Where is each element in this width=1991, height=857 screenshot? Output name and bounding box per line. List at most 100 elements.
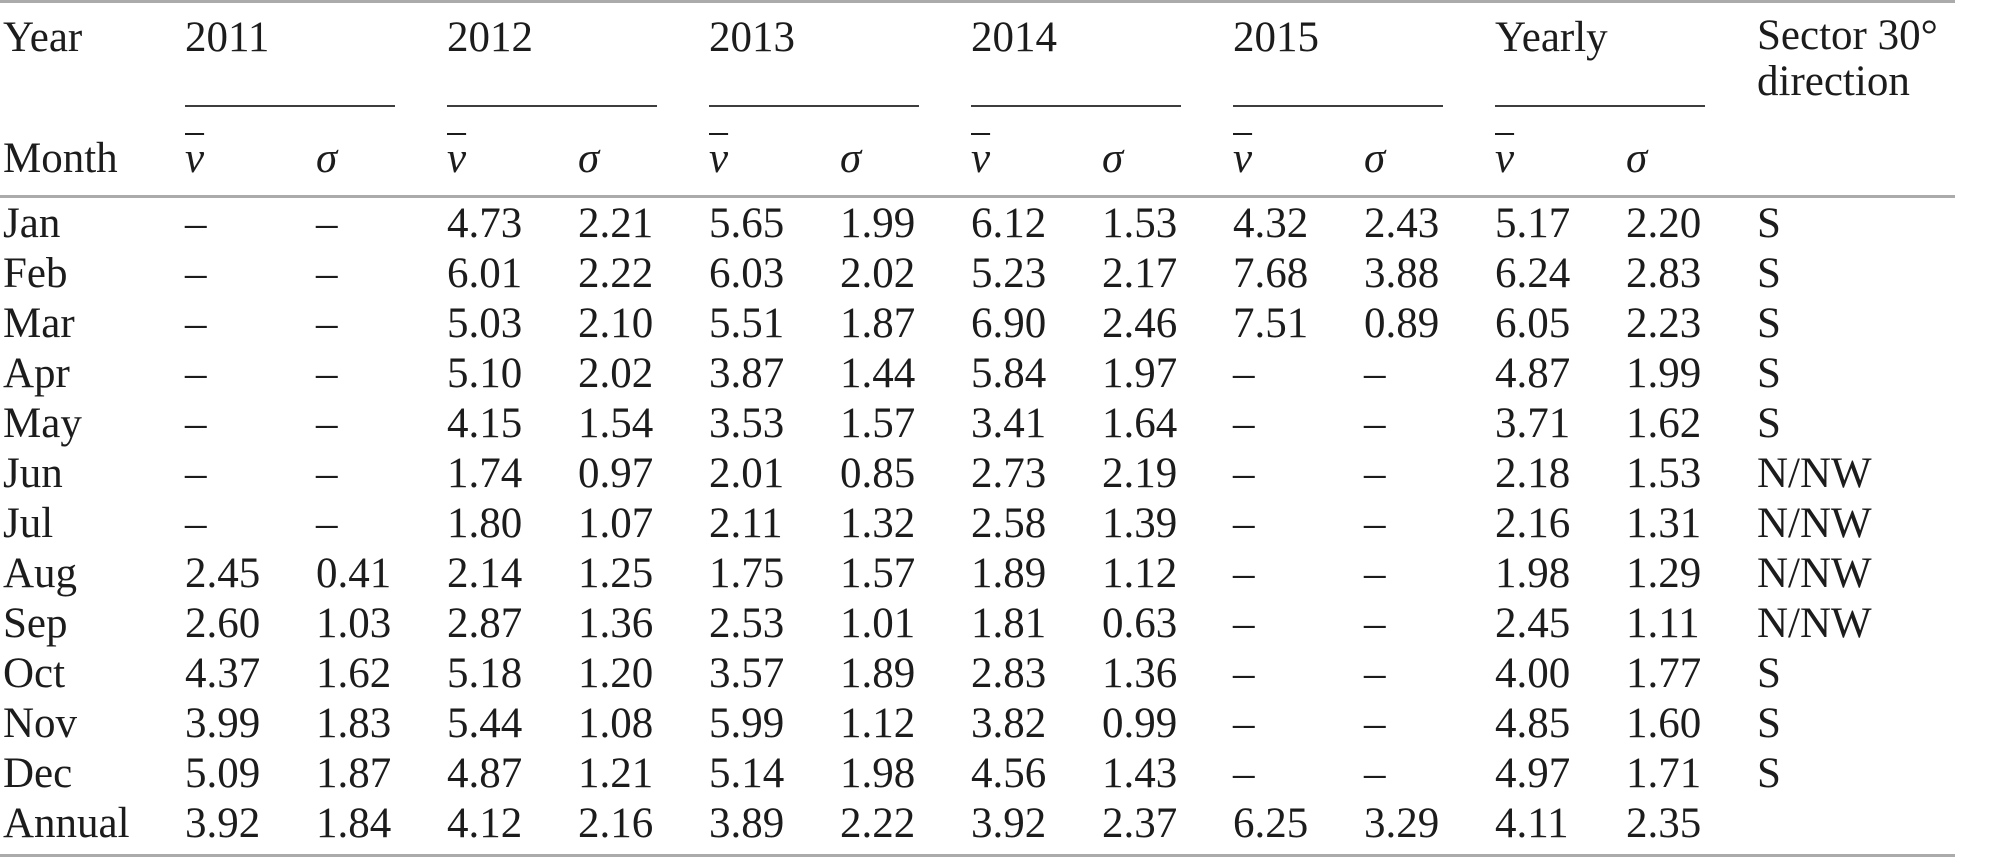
value-cell: 6.12 — [971, 199, 1047, 247]
value-cell: 2.19 — [1102, 449, 1178, 497]
value-cell: 5.44 — [447, 699, 523, 747]
value-cell: 1.08 — [578, 699, 654, 747]
value-cell: – — [1233, 399, 1255, 447]
table-row-jan: Jan – – 4.73 2.21 5.65 1.99 6.12 1.53 4.… — [0, 197, 1955, 249]
value-cell: – — [1233, 599, 1255, 647]
value-cell: 1.83 — [316, 699, 392, 747]
value-cell: 2.45 — [1495, 599, 1571, 647]
value-cell: 3.87 — [709, 349, 785, 397]
value-cell: 6.25 — [1233, 798, 1364, 857]
value-cell: 5.03 — [447, 299, 523, 347]
value-cell: 1.81 — [971, 599, 1047, 647]
std-dev-symbol-2012: σ — [578, 113, 709, 198]
value-cell: 2.43 — [1364, 199, 1440, 247]
value-cell: 1.71 — [1626, 749, 1702, 797]
value-cell: 7.68 — [1233, 249, 1309, 297]
month-cell: Mar — [3, 299, 75, 347]
table-row-jul: Jul – – 1.80 1.07 2.11 1.32 2.58 1.39 – … — [0, 498, 1955, 548]
value-cell: 1.89 — [840, 649, 916, 697]
value-cell: 1.25 — [578, 549, 654, 597]
value-cell: 1.31 — [1626, 499, 1702, 547]
sigma-symbol: σ — [316, 135, 338, 182]
year-label-2014: 2014 — [971, 14, 1057, 61]
value-cell: 1.11 — [1626, 599, 1700, 647]
value-cell: – — [1364, 399, 1386, 447]
mean-speed-symbol-2015: v — [1233, 113, 1364, 198]
value-cell: 5.84 — [971, 349, 1047, 397]
sector-cell: N/NW — [1757, 599, 1872, 647]
value-cell: – — [1364, 549, 1386, 597]
sector-cell: S — [1757, 349, 1781, 397]
value-cell: 1.54 — [578, 399, 654, 447]
sector-direction-header: Sector 30° direction — [1757, 1, 1955, 198]
sector-cell: S — [1757, 299, 1781, 347]
month-cell: Aug — [3, 549, 78, 597]
value-cell: – — [316, 199, 338, 247]
month-cell: Sep — [3, 599, 68, 647]
table-row-annual: Annual 3.92 1.84 4.12 2.16 3.89 2.22 3.9… — [0, 798, 1955, 857]
month-cell: Feb — [3, 249, 68, 297]
value-cell: – — [316, 349, 338, 397]
value-cell: 2.16 — [578, 798, 709, 857]
table-row-feb: Feb – – 6.01 2.22 6.03 2.02 5.23 2.17 7.… — [0, 248, 1955, 298]
std-dev-symbol-yearly: σ — [1626, 113, 1757, 198]
value-cell: 1.87 — [316, 749, 392, 797]
value-cell: – — [1233, 549, 1255, 597]
value-cell: 1.75 — [709, 549, 785, 597]
value-cell: 5.65 — [709, 199, 785, 247]
value-cell: 1.44 — [840, 349, 916, 397]
std-dev-symbol-2011: σ — [316, 113, 447, 198]
value-cell: 1.87 — [840, 299, 916, 347]
table-row-aug: Aug 2.45 0.41 2.14 1.25 1.75 1.57 1.89 1… — [0, 548, 1955, 598]
value-cell: 1.03 — [316, 599, 392, 647]
value-cell: 2.17 — [1102, 249, 1178, 297]
value-cell: 1.62 — [1626, 399, 1702, 447]
vbar-symbol: v — [709, 135, 729, 182]
value-cell: – — [1364, 749, 1386, 797]
value-cell: 0.99 — [1102, 699, 1178, 747]
year-label-2011: 2011 — [185, 14, 270, 61]
sector-cell — [1757, 798, 1955, 857]
sector-header-line1: Sector 30° — [1757, 12, 1938, 59]
vbar-symbol: v — [447, 135, 467, 182]
value-cell: 5.14 — [709, 749, 785, 797]
value-cell: – — [1233, 699, 1255, 747]
symbol-header-row: Month v σ v σ v σ v σ v σ v σ — [0, 113, 1955, 198]
table-row-jun: Jun – – 1.74 0.97 2.01 0.85 2.73 2.19 – … — [0, 448, 1955, 498]
value-cell: 1.01 — [840, 599, 916, 647]
sigma-symbol: σ — [840, 135, 862, 182]
value-cell: 3.41 — [971, 399, 1047, 447]
sector-cell: S — [1757, 699, 1781, 747]
sector-cell: S — [1757, 249, 1781, 297]
value-cell: – — [1364, 349, 1386, 397]
value-cell: 1.64 — [1102, 399, 1178, 447]
vbar-symbol: v — [185, 135, 205, 182]
value-cell: 1.99 — [840, 199, 916, 247]
value-cell: 1.39 — [1102, 499, 1178, 547]
value-cell: 2.22 — [578, 249, 654, 297]
vbar-symbol: v — [1495, 135, 1515, 182]
value-cell: – — [185, 449, 207, 497]
value-cell: 1.60 — [1626, 699, 1702, 747]
sigma-symbol: σ — [1102, 135, 1124, 182]
sigma-symbol: σ — [1626, 135, 1648, 182]
value-cell: 2.35 — [1626, 798, 1757, 857]
std-dev-symbol-2014: σ — [1102, 113, 1233, 198]
value-cell: 6.05 — [1495, 299, 1571, 347]
std-dev-symbol-2013: σ — [840, 113, 971, 198]
value-cell: 4.32 — [1233, 199, 1309, 247]
year-group-underline: 2011 — [185, 13, 395, 107]
value-cell: 1.97 — [1102, 349, 1178, 397]
value-cell: – — [185, 399, 207, 447]
value-cell: 1.07 — [578, 499, 654, 547]
value-cell: 3.82 — [971, 699, 1047, 747]
sector-cell: N/NW — [1757, 549, 1872, 597]
value-cell: 3.92 — [971, 798, 1102, 857]
sector-cell: S — [1757, 649, 1781, 697]
year-row-label: Year — [3, 14, 83, 61]
table-row-may: May – – 4.15 1.54 3.53 1.57 3.41 1.64 – … — [0, 398, 1955, 448]
value-cell: 5.51 — [709, 299, 785, 347]
value-cell: 2.83 — [1626, 249, 1702, 297]
year-label-2015: 2015 — [1233, 14, 1319, 61]
value-cell: – — [1233, 749, 1255, 797]
